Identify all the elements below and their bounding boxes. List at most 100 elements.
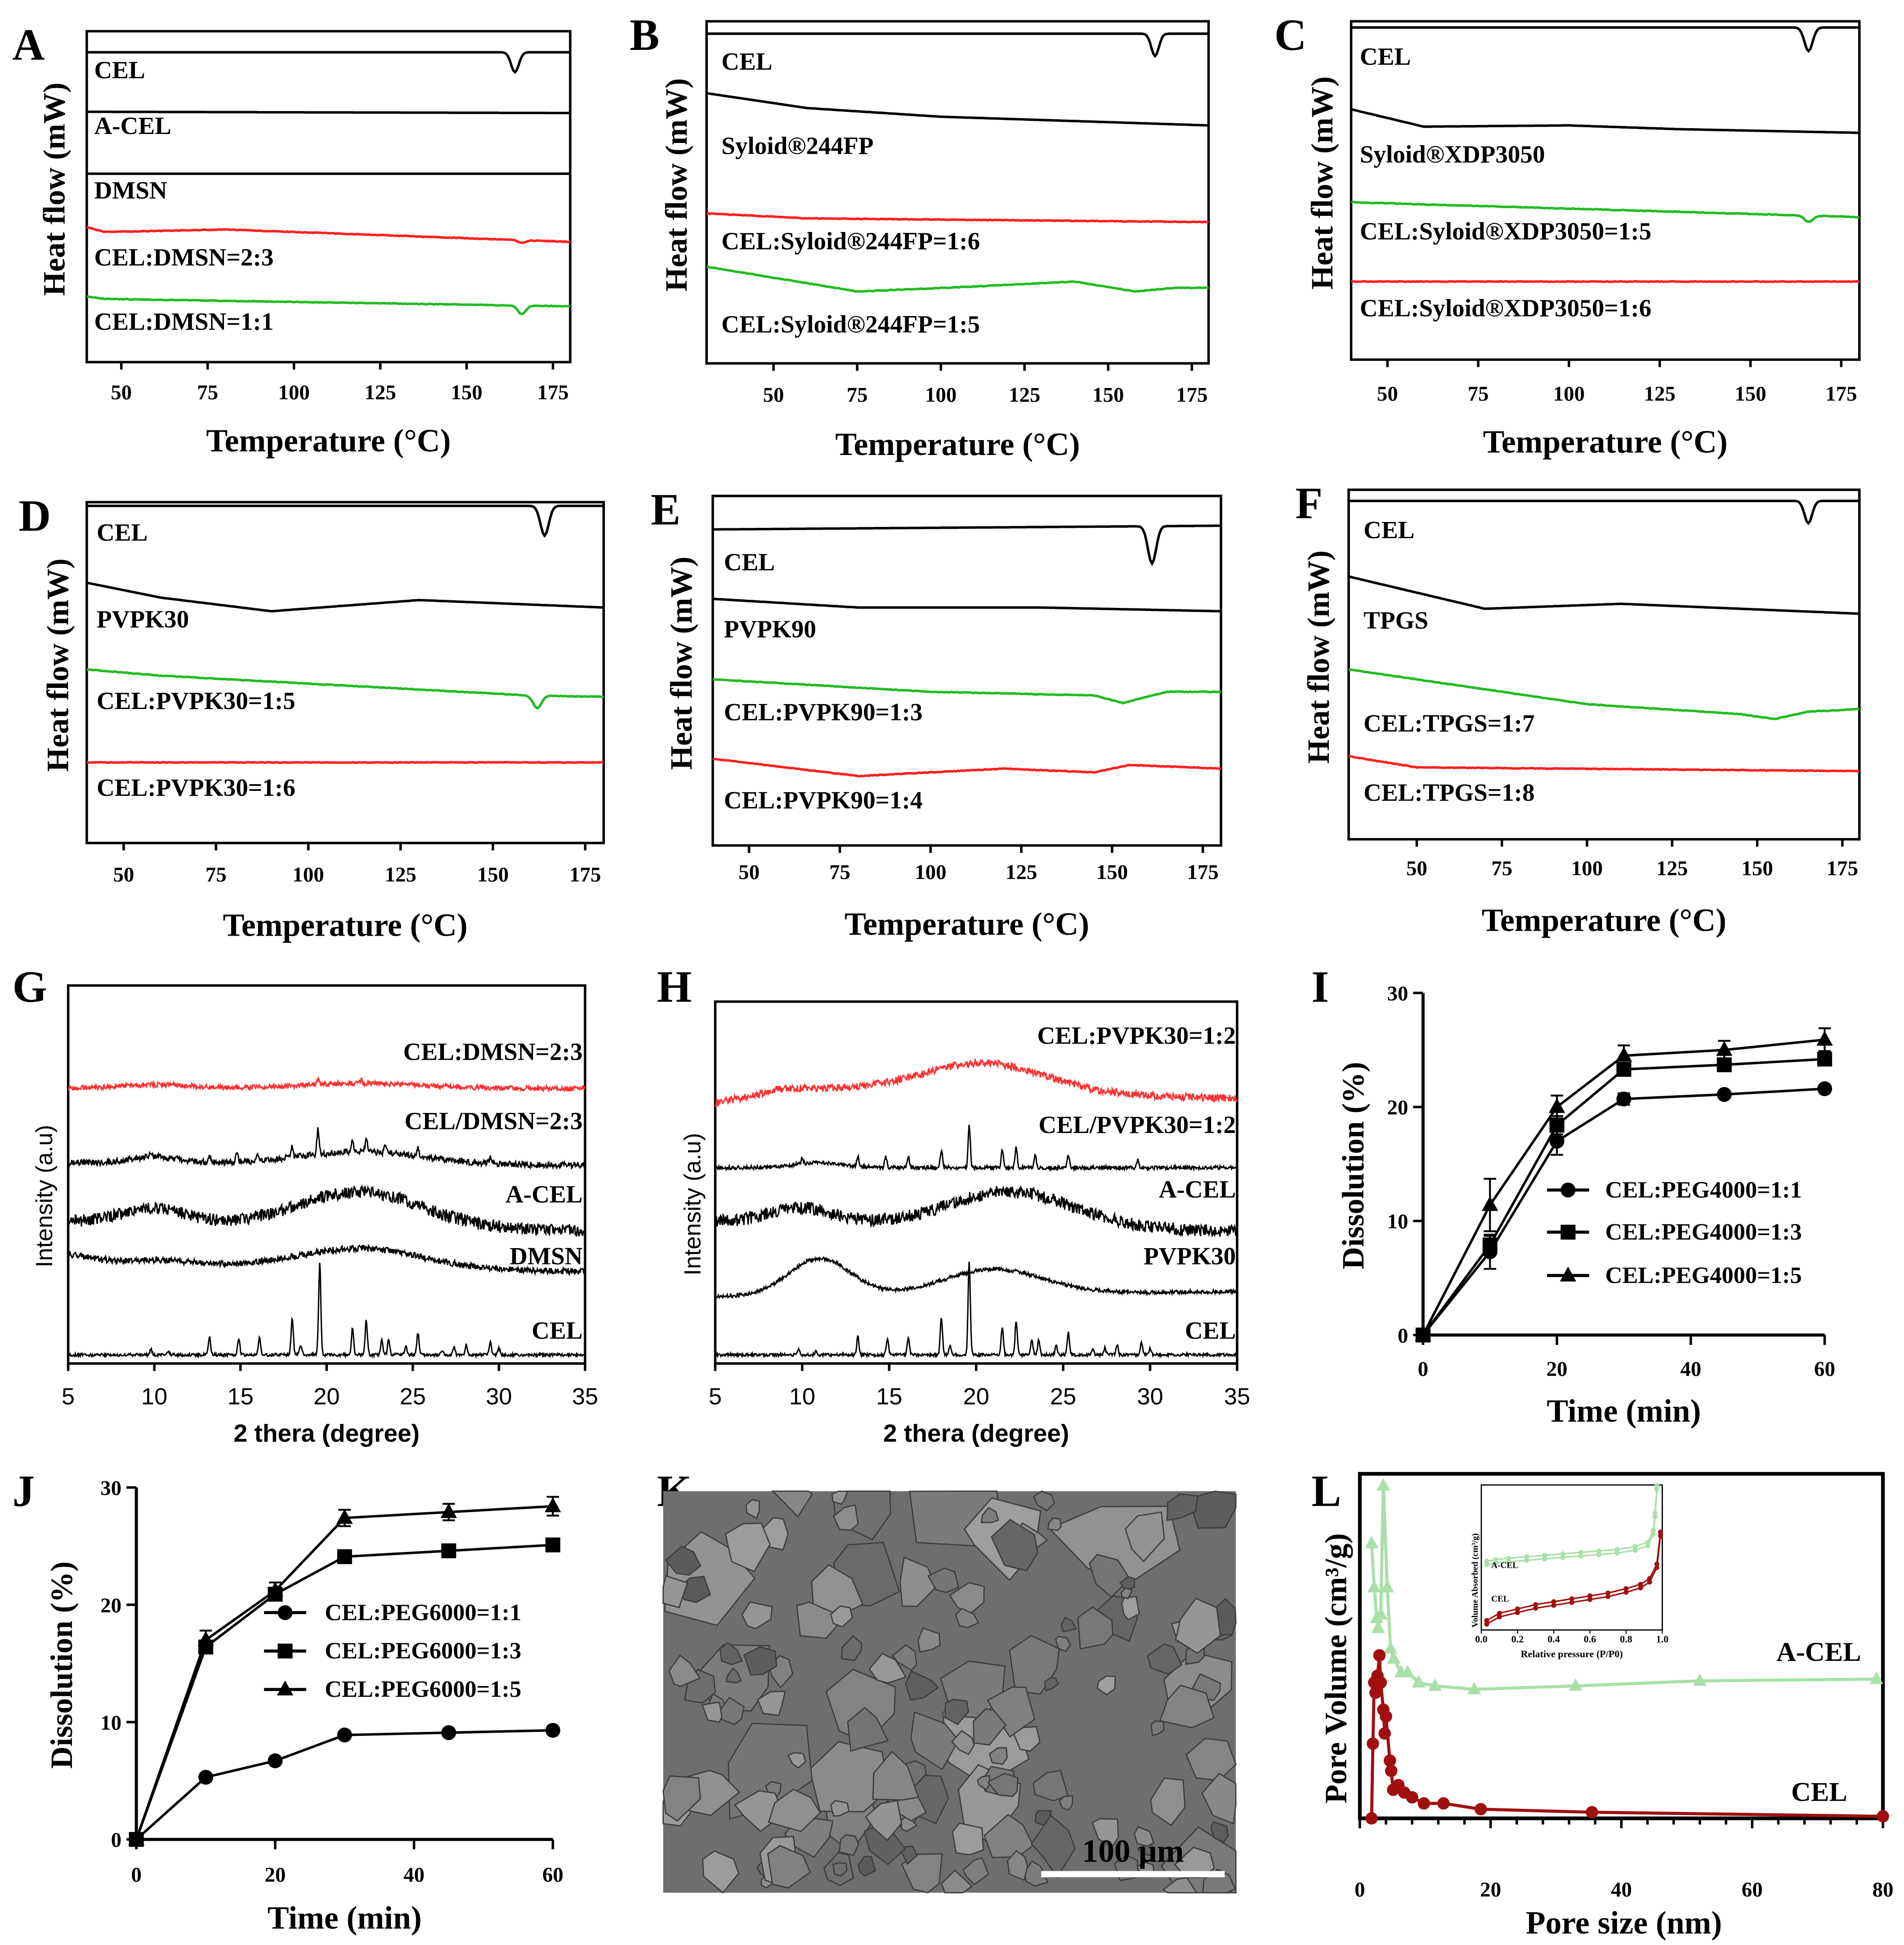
trace-label: CEL/DMSN=2:3 [405, 1107, 583, 1135]
circle-marker [441, 1725, 456, 1740]
panel-letter: G [13, 963, 47, 1012]
curve-label: CEL [97, 518, 147, 546]
particle [917, 1627, 941, 1653]
inset-x-tick-label: 0.6 [1584, 1633, 1596, 1645]
y-axis-title: Heat flow (mW) [41, 558, 75, 772]
dsc-curve [1351, 26, 1859, 53]
inset-point [1515, 1606, 1520, 1612]
plot-frame [1347, 488, 1861, 841]
x-tick-label: 25 [400, 1384, 426, 1410]
circle-marker [1437, 1797, 1450, 1810]
y-tick-label: 0 [1398, 1324, 1408, 1347]
dsc-curve [712, 678, 1221, 705]
circle-marker [1417, 1797, 1430, 1810]
x-tick-label: 75 [829, 861, 850, 884]
particle [701, 1702, 723, 1723]
x-axis-title: Time (min) [1547, 1393, 1701, 1429]
inset-point [1551, 1602, 1556, 1608]
square-marker [1549, 1118, 1564, 1133]
x-tick-label: 175 [1825, 382, 1857, 406]
curve-label: CEL:Syloid®XDP3050=1:6 [1360, 294, 1651, 321]
x-axis-title: 2 thera (degree) [883, 1419, 1069, 1447]
series-line [135, 1544, 553, 1840]
dsc-curve [1351, 280, 1860, 283]
y-axis-title: Intensity (a.u) [31, 1125, 58, 1267]
xrd-trace [715, 1057, 1238, 1109]
particle [662, 1575, 688, 1609]
curve-label: CEL [94, 56, 145, 84]
x-axis-title: Pore size (nm) [1526, 1905, 1722, 1941]
particle [951, 1730, 975, 1755]
particle [952, 1822, 984, 1856]
particle [1060, 1616, 1077, 1633]
particle [944, 1699, 970, 1726]
dsc-curve [86, 581, 604, 613]
x-tick-label: 150 [477, 863, 509, 886]
circle-marker [1367, 1737, 1379, 1750]
x-tick-label: 5 [62, 1384, 75, 1410]
curve-label: CEL [1360, 43, 1411, 70]
triangle-marker [1377, 1478, 1390, 1491]
series-label-a-cel: A-CEL [1776, 1637, 1861, 1667]
circle-marker [1560, 1182, 1576, 1198]
legend-label: CEL:PEG4000=1:3 [1605, 1219, 1802, 1245]
panel-g-xrd-chart: G 5 10 15 20 25 30 35 2 thera (degree) Intensity … [13, 963, 599, 1447]
triangle-marker [128, 1830, 145, 1846]
particle [1150, 1777, 1186, 1826]
y-axis-title: Dissolution (%) [1336, 1062, 1370, 1269]
legend-label: CEL:PEG4000=1:5 [1605, 1262, 1802, 1289]
panel-b-dsc-chart: B 50 75 100 125 150 175 Temperature (°C) Heat fl… [630, 11, 1210, 462]
trace-label: CEL:PVPK30=1:2 [1037, 1022, 1236, 1049]
particle [767, 1845, 811, 1889]
trace-label: A-CEL [1159, 1175, 1236, 1203]
plot-frame [85, 30, 572, 364]
circle-marker [1475, 1803, 1487, 1816]
particle [1159, 1684, 1215, 1728]
inset-point [1632, 1548, 1638, 1553]
circle-marker [1383, 1754, 1396, 1767]
y-tick-label: 20 [100, 1594, 121, 1617]
particle [838, 1834, 859, 1856]
x-tick-label: 0 [131, 1863, 141, 1887]
curve-label: CEL:PVPK30=1:5 [97, 687, 295, 714]
particle [725, 1667, 742, 1684]
triangle-marker [197, 1631, 214, 1646]
inset-point [1515, 1610, 1520, 1615]
plot-frame [711, 495, 1222, 847]
triangle-marker [267, 1582, 284, 1597]
triangle-marker [1367, 1580, 1381, 1593]
curve-label: CEL:TPGS=1:8 [1363, 779, 1535, 806]
particle [1125, 1511, 1165, 1562]
particle [1096, 1675, 1116, 1695]
dsc-curve [706, 265, 1209, 293]
inset-isotherm-chart: 0.0 0.2 0.4 0.6 0.8 1.0 Relative pressure (P/P… [1470, 1483, 1668, 1659]
particle [987, 1686, 1036, 1738]
panel-h-xrd-chart: H 5 10 15 20 25 30 35 2 thera (degree) Intensity … [657, 963, 1250, 1447]
particle [940, 1869, 973, 1894]
y-tick-label: 30 [100, 1477, 121, 1500]
particle [745, 1499, 760, 1519]
dsc-curve [706, 92, 1209, 127]
triangle-marker [1569, 1678, 1582, 1691]
inset-point [1614, 1547, 1620, 1552]
particle [905, 1670, 939, 1701]
x-tick-label: 25 [1050, 1384, 1076, 1410]
curve-label: CEL:PVPK90=1:4 [724, 786, 923, 814]
panel-letter: L [1311, 1467, 1341, 1516]
y-axis-title: Intensity (a.u) [679, 1133, 706, 1276]
inset-point [1647, 1579, 1652, 1585]
inset-point [1658, 1530, 1663, 1535]
particle [768, 1789, 821, 1832]
dsc-curve [712, 758, 1221, 778]
panel-a-dsc-chart: A 50 75 100 125 150 175 Temperature (°C) Heat fl… [13, 21, 572, 459]
inset-point [1647, 1576, 1652, 1581]
particle [1134, 1826, 1155, 1847]
x-tick-label: 60 [1814, 1357, 1835, 1381]
curve-label: CEL:Syloid®244FP=1:6 [721, 228, 980, 255]
particle [1174, 1847, 1215, 1878]
x-tick-label: 30 [486, 1384, 512, 1410]
series-line [135, 1505, 553, 1840]
x-tick-label: 150 [1741, 857, 1773, 880]
circle-marker [1817, 1081, 1832, 1097]
y-tick-label: 10 [100, 1711, 121, 1735]
